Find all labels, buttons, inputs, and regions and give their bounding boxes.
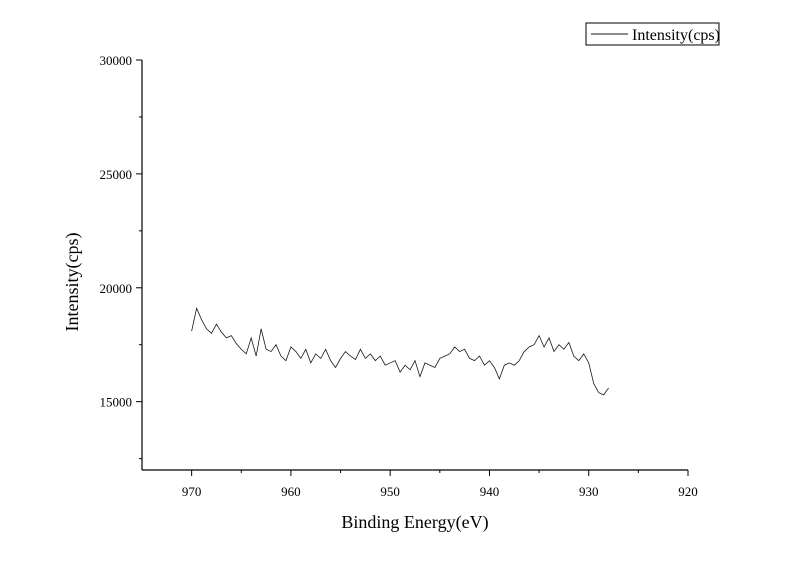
plot-area [191,306,609,396]
legend: Intensity(cps) [585,22,720,46]
y-tick-label: 30000 [100,53,133,68]
x-tick-label: 930 [579,484,599,499]
x-tick-label: 940 [480,484,500,499]
x-ticks: 970 960 950 940 930 920 [182,470,698,499]
legend-box [585,22,720,46]
y-ticks: 15000 20000 25000 30000 [100,53,142,460]
x-tick-label: 960 [281,484,301,499]
y-tick-label: 20000 [100,281,133,296]
x-tick-label: 950 [380,484,400,499]
x-tick-label: 920 [678,484,698,499]
y-axis-title: Intensity(cps) [62,233,83,332]
legend-label: Intensity(cps) [632,27,720,44]
x-axis-title: Binding Energy(eV) [341,512,488,533]
y-tick-label: 25000 [100,167,133,182]
x-tick-label: 970 [182,484,202,499]
series-line-0 [191,306,609,396]
y-tick-label: 15000 [100,395,133,410]
